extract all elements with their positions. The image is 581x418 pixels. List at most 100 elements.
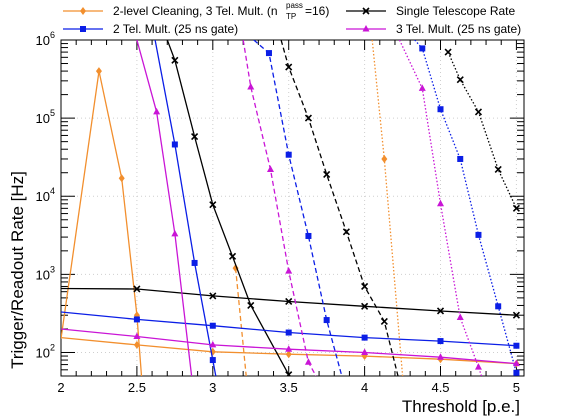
data-point (474, 363, 482, 370)
x-tick-label: 2.5 (128, 380, 146, 395)
data-point (285, 267, 293, 274)
data-point (171, 229, 179, 237)
x-tick-label: 3.5 (280, 380, 298, 395)
legend-marker-three-tel (362, 25, 370, 32)
data-point (133, 285, 141, 293)
series-line-cleaning-dotted (371, 40, 404, 376)
data-point (361, 334, 368, 341)
series-line-three-dashed (242, 40, 317, 376)
grid (60, 39, 524, 376)
data-point (304, 358, 312, 365)
data-point (512, 204, 520, 212)
data-point (495, 303, 502, 310)
legend-entry-single: Single Telescope Rate (346, 4, 516, 18)
data-point (474, 108, 483, 116)
series-line-cleaning-dashed (234, 268, 247, 376)
data-point (436, 307, 445, 315)
data-point (361, 282, 369, 291)
legend-marker-two-tel (80, 26, 86, 32)
legend-cleaning-sub: TP (286, 12, 296, 21)
legend-entry-three-tel: 3 Tel. Mult. (25 ns gate) (346, 22, 521, 36)
data-point (171, 141, 178, 148)
x-tick-label: 5 (513, 380, 520, 395)
data-point (285, 297, 293, 306)
legend-cleaning-sup: pass (286, 1, 303, 10)
data-point (305, 232, 312, 239)
x-axis-title: Threshold [p.e.] (402, 397, 520, 416)
series-line-single-dashed (280, 40, 399, 376)
series-line-single-dotted (447, 51, 517, 209)
x-tick-label: 4 (361, 380, 368, 395)
y-axis-title: Trigger/Readout Rate [Hz] (8, 171, 27, 369)
series-two-flat (61, 311, 520, 349)
series-three-flat (61, 328, 520, 367)
series-single-dotted (444, 48, 520, 212)
data-point (209, 201, 217, 209)
data-point (437, 338, 444, 345)
data-point (456, 313, 464, 321)
legend-marker-symbol (80, 7, 86, 15)
plot-frame (60, 39, 525, 377)
data-point (323, 170, 331, 179)
data-point (133, 340, 140, 349)
data-point (266, 165, 274, 172)
series-single-dashed (280, 40, 399, 376)
series-line-two-dotted (414, 40, 518, 373)
y-tick-label: 105 (36, 108, 55, 126)
axes: 2 2.5 3 3.5 4 4.5 5 102 103 104 105 106 (36, 30, 524, 395)
series-two-main (154, 40, 217, 376)
legend-label-two-tel: 2 Tel. Mult. (25 ns gate) (113, 22, 238, 36)
data-point (494, 165, 502, 174)
legend-label-cleaning: 2-level Cleaning, 3 Tel. Mult. (n (113, 4, 278, 18)
x-tick-label: 3 (209, 380, 216, 395)
data-point (209, 322, 216, 329)
legend-marker-symbol (362, 7, 370, 15)
data-point (171, 56, 179, 64)
y-tick-label: 104 (36, 186, 55, 204)
series-three-main (136, 40, 193, 376)
series-line-three-main (136, 40, 193, 376)
data-point (265, 50, 272, 57)
data-point (361, 302, 369, 310)
series-two-dashed (253, 40, 343, 376)
data-point (456, 76, 464, 84)
legend-marker-symbol (80, 26, 86, 32)
data-point (153, 107, 161, 115)
legend-label-three-tel: 3 Tel. Mult. (25 ns gate) (396, 22, 521, 36)
legend: 2-level Cleaning, 3 Tel. Mult. (n pass T… (63, 1, 521, 36)
series-cleaning-dotted (371, 40, 404, 376)
data-point (513, 369, 520, 376)
series-single-flat (61, 285, 520, 319)
series-line-two-dashed (253, 40, 343, 376)
legend-cleaning-suffix: =16) (305, 4, 329, 18)
data-point (437, 199, 445, 207)
data-point (444, 48, 452, 56)
legend-cleaning-prefix: 2-level Cleaning, 3 Tel. Mult. (n (113, 4, 278, 18)
data-point (247, 301, 255, 310)
data-point (228, 252, 237, 260)
data-point (342, 228, 350, 236)
data-point (285, 371, 293, 376)
data-point (285, 350, 292, 359)
data-point (437, 106, 444, 113)
y-tick-label: 102 (36, 342, 55, 360)
data-point (191, 133, 199, 141)
y-tick-label: 106 (36, 30, 55, 48)
x-tick-label: 4.5 (431, 380, 449, 395)
data-point (513, 342, 520, 349)
data-point (512, 359, 520, 367)
x-tick-label: 2 (57, 380, 64, 395)
series-single-main (166, 40, 293, 376)
data-point (475, 231, 482, 238)
legend-label-single: Single Telescope Rate (396, 4, 516, 18)
legend-marker-symbol (362, 25, 370, 32)
data-point (457, 155, 464, 162)
data-point (323, 317, 330, 324)
data-point (209, 357, 216, 364)
data-point (361, 348, 369, 355)
data-point (380, 317, 388, 325)
data-point (285, 63, 293, 71)
legend-marker-single (362, 7, 370, 15)
data-point (285, 345, 293, 352)
